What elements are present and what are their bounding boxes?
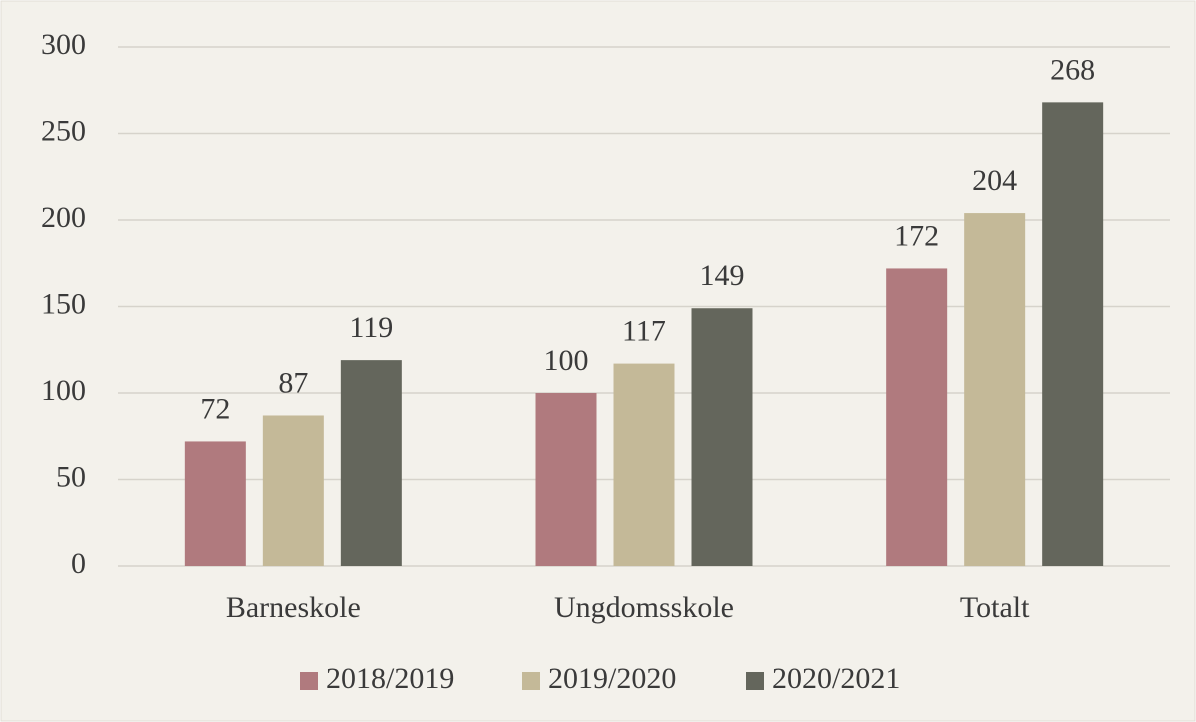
legend-label: 2020/2021 <box>772 662 900 695</box>
x-tick-label: Ungdomsskole <box>554 591 734 624</box>
data-label: 268 <box>1050 53 1095 86</box>
bar <box>886 268 948 566</box>
y-tick-label: 50 <box>56 460 86 493</box>
bar <box>262 415 324 566</box>
x-tick-label: Barneskole <box>226 591 361 624</box>
data-label: 172 <box>894 219 939 252</box>
bar <box>1042 102 1104 567</box>
bar <box>535 393 597 566</box>
bar <box>340 360 402 566</box>
legend-swatch <box>522 672 540 690</box>
bar <box>964 213 1026 566</box>
data-label: 119 <box>349 311 393 344</box>
y-tick-label: 150 <box>41 287 86 320</box>
legend-swatch <box>300 672 318 690</box>
bar <box>613 363 675 566</box>
bar <box>691 308 753 566</box>
x-tick-label: Totalt <box>960 591 1030 624</box>
legend-swatch <box>746 672 764 690</box>
y-tick-label: 250 <box>41 114 86 147</box>
y-tick-label: 0 <box>71 547 86 580</box>
data-label: 149 <box>700 259 745 292</box>
data-label: 87 <box>278 366 308 399</box>
data-label: 204 <box>972 164 1017 197</box>
y-tick-label: 200 <box>41 201 86 234</box>
data-label: 72 <box>200 392 230 425</box>
legend-label: 2018/2019 <box>326 662 454 695</box>
data-label: 100 <box>544 344 589 377</box>
data-label: 117 <box>622 314 666 347</box>
bar <box>184 441 246 566</box>
y-tick-label: 300 <box>41 28 86 61</box>
legend-label: 2019/2020 <box>548 662 676 695</box>
y-tick-label: 100 <box>41 374 86 407</box>
